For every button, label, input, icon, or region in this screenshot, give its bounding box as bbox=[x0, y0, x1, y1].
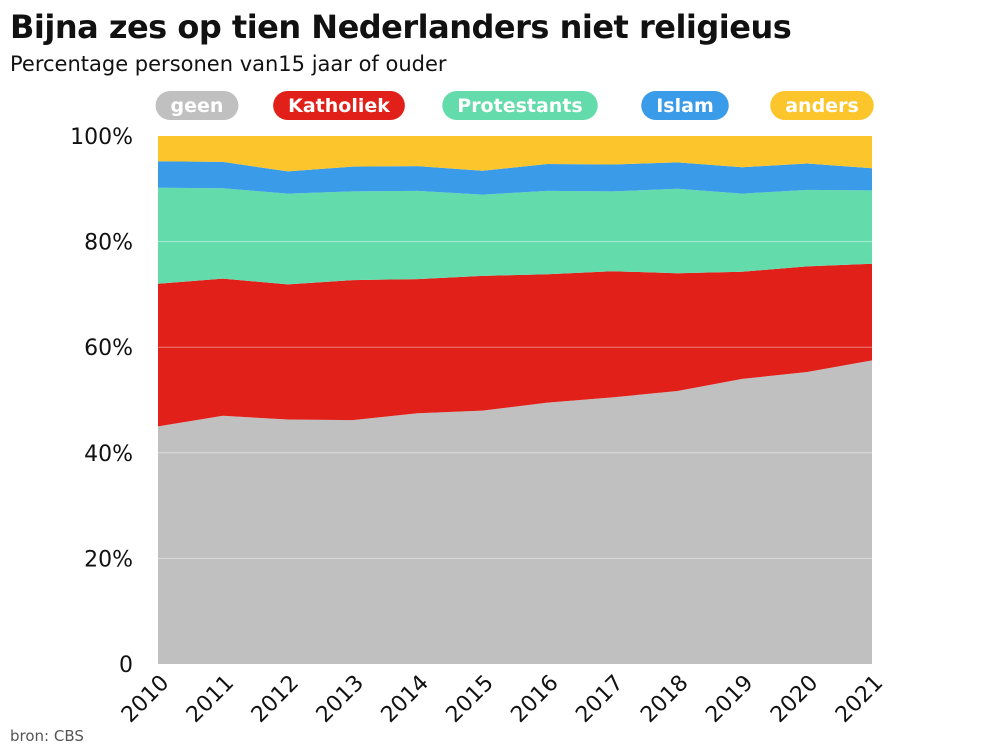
legend-label: anders bbox=[785, 95, 859, 117]
legend-label: Protestants bbox=[457, 95, 582, 117]
x-tick-label: 2013 bbox=[312, 671, 369, 728]
x-tick-label: 2011 bbox=[182, 671, 239, 728]
legend-item-protestants: Protestants bbox=[442, 91, 598, 120]
x-tick-label: 2020 bbox=[766, 671, 823, 728]
x-tick-label: 2016 bbox=[506, 671, 563, 728]
x-tick-label: 2014 bbox=[377, 671, 434, 728]
x-tick-label: 2015 bbox=[442, 671, 499, 728]
chart-subtitle: Percentage personen van15 jaar of ouder bbox=[10, 52, 447, 76]
legend-item-islam: Islam bbox=[641, 91, 729, 120]
plot-area bbox=[158, 136, 872, 664]
x-axis: 2010 2011 2012 2013 2014 2015 2016 2017 2018 2019… bbox=[117, 671, 888, 728]
area-katholiek bbox=[158, 263, 872, 427]
area-islam bbox=[158, 161, 872, 195]
legend-label: Islam bbox=[656, 95, 714, 117]
x-tick-label: 2018 bbox=[636, 671, 693, 728]
x-tick-label: 2021 bbox=[831, 671, 888, 728]
y-axis: 0 20% 40% 60% 80% 100% bbox=[70, 125, 133, 678]
legend-label: geen bbox=[171, 95, 224, 117]
y-tick-label: 100% bbox=[70, 125, 133, 150]
y-tick-label: 60% bbox=[84, 336, 133, 361]
gridlines bbox=[158, 241, 872, 559]
x-tick-label: 2010 bbox=[117, 671, 174, 728]
x-tick-label: 2012 bbox=[247, 671, 304, 728]
legend-swatch bbox=[442, 91, 598, 120]
legend-swatch bbox=[770, 91, 874, 120]
x-tick-label: 2017 bbox=[571, 671, 628, 728]
area-geen bbox=[158, 360, 872, 664]
y-tick-label: 40% bbox=[84, 442, 133, 467]
legend: geen Katholiek Protestants Islam anders bbox=[155, 91, 874, 120]
legend-swatch bbox=[641, 91, 729, 120]
chart-title: Bijna zes op tien Nederlanders niet reli… bbox=[10, 8, 792, 46]
legend-swatch bbox=[155, 91, 239, 120]
area-protestants bbox=[158, 187, 872, 285]
legend-item-katholiek: Katholiek bbox=[273, 91, 405, 120]
legend-swatch bbox=[273, 91, 405, 120]
legend-item-geen: geen bbox=[155, 91, 239, 120]
legend-item-anders: anders bbox=[770, 91, 874, 120]
legend-label: Katholiek bbox=[288, 95, 390, 117]
y-tick-label: 0 bbox=[119, 653, 133, 678]
x-tick-label: 2019 bbox=[701, 671, 758, 728]
y-tick-label: 80% bbox=[84, 231, 133, 256]
source-note: bron: CBS bbox=[10, 727, 84, 745]
area-anders bbox=[158, 136, 872, 172]
y-tick-label: 20% bbox=[84, 547, 133, 572]
